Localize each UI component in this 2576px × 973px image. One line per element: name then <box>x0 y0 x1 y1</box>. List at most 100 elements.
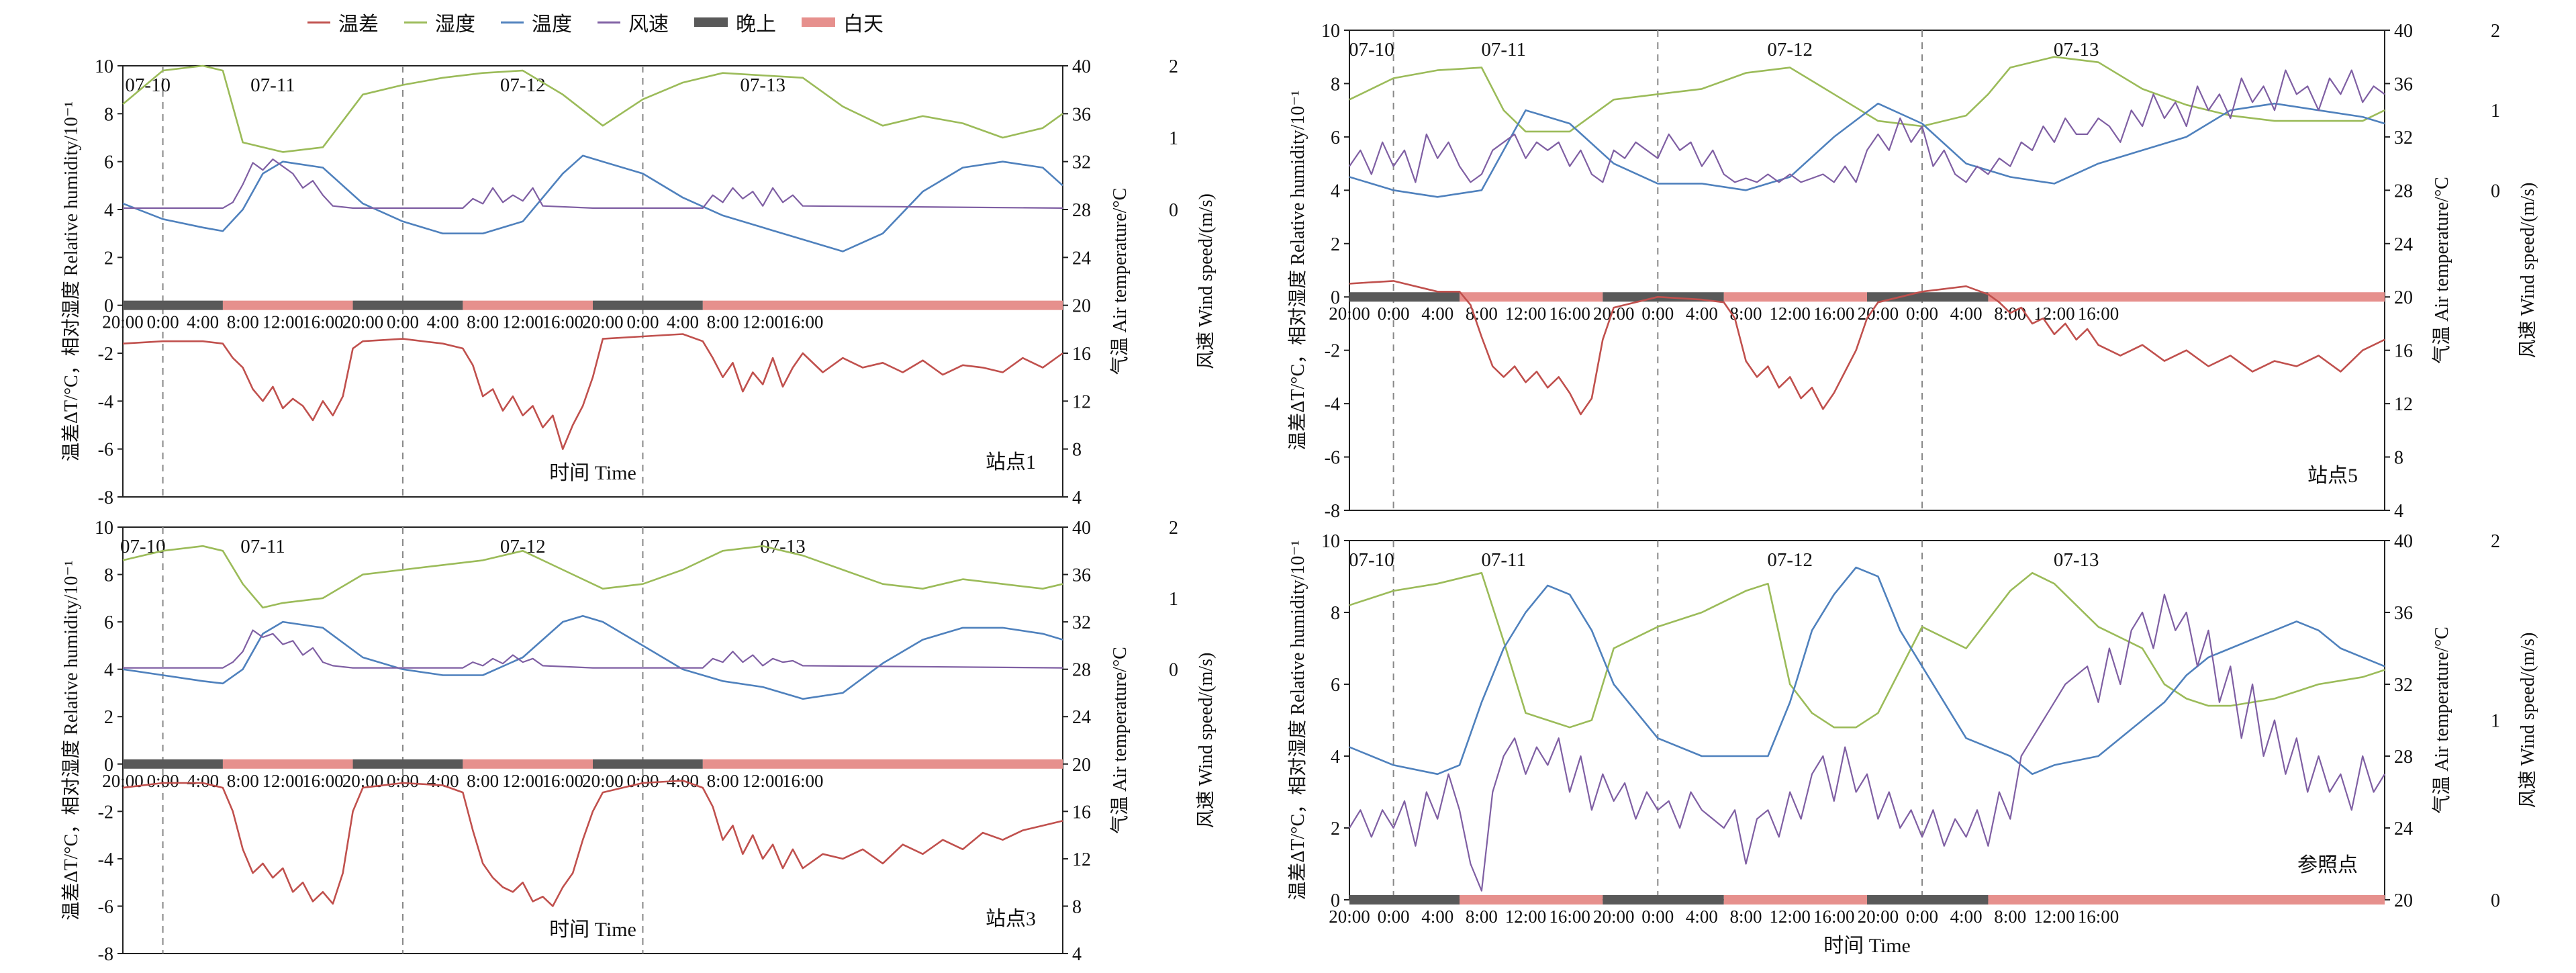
day-label: 07-10 <box>120 536 166 557</box>
left-axis-tick-label: 6 <box>1331 128 1340 148</box>
left-axis-tick-label: -8 <box>98 944 113 965</box>
left-axis-tick-label: 4 <box>1331 181 1340 201</box>
temp-axis-tick-label: 28 <box>2394 747 2413 768</box>
x-tick-label: 12:00 <box>1769 907 1811 927</box>
temp-axis-title: 气温 Air temperature/°C <box>1109 647 1131 834</box>
day-label: 07-12 <box>500 75 546 96</box>
x-tick-label: 4:00 <box>1421 907 1453 927</box>
panel-站点1: -8-6-4-2024681048121620242832364001220:0… <box>60 56 1217 508</box>
left-axis-tick-label: 6 <box>104 152 113 173</box>
wind-axis-title: 风速 Wind speed/(m/s) <box>2518 633 2538 808</box>
day-bar-segment <box>1723 895 1867 905</box>
left-axis-title: 温差ΔT/°C，相对湿度 Relative humidity/10⁻¹ <box>60 560 82 920</box>
wind-axis-tick-label: 0 <box>2491 181 2500 201</box>
day-bar-segment <box>222 300 353 310</box>
temp-axis-tick-label: 40 <box>2394 531 2413 552</box>
x-tick-label: 16:00 <box>542 771 584 791</box>
wind-axis-tick-label: 1 <box>1169 589 1178 610</box>
left-axis-tick-label: 0 <box>1331 890 1340 911</box>
x-tick-label: 0:00 <box>387 771 419 791</box>
day-label: 07-13 <box>2054 549 2099 571</box>
x-tick-label: 4:00 <box>427 771 459 791</box>
legend-item-wind: 风速 <box>598 7 669 37</box>
x-tick-label: 16:00 <box>1549 907 1590 927</box>
day-bar-segment <box>1988 895 2385 905</box>
temp-axis-tick-label: 20 <box>1072 296 1091 317</box>
wind-axis-tick-label: 0 <box>1169 660 1178 681</box>
day-bar-segment <box>702 300 1063 310</box>
day-label: 07-10 <box>125 75 171 96</box>
x-tick-label: 20:00 <box>102 771 144 791</box>
temp-axis-tick-label: 4 <box>1072 488 1082 508</box>
x-tick-label: 20:00 <box>1329 907 1370 927</box>
x-tick-label: 16:00 <box>782 771 824 791</box>
temp-axis-title: 气温 Air temperature/°C <box>2431 627 2452 814</box>
night-bar-segment <box>1603 895 1724 905</box>
series-line-湿度 <box>1349 56 2385 133</box>
left-axis-tick-label: 6 <box>104 612 113 633</box>
series-line-湿度 <box>122 545 1063 609</box>
x-tick-label: 20:00 <box>1593 907 1635 927</box>
temp-axis-tick-label: 24 <box>1072 248 1091 269</box>
night-bar-segment <box>352 759 463 769</box>
temp-axis-tick-label: 8 <box>1072 896 1082 917</box>
x-tick-label: 4:00 <box>1421 304 1453 324</box>
series-line-温度 <box>122 614 1063 700</box>
series-line-温度 <box>122 154 1063 252</box>
x-tick-label: 16:00 <box>1813 907 1855 927</box>
day-label: 07-10 <box>1349 549 1394 571</box>
day-bar-segment <box>463 759 593 769</box>
left-axis-tick-label: -8 <box>98 488 113 508</box>
wind-axis-title: 风速 Wind speed/(m/s) <box>1196 653 1217 829</box>
left-axis-tick-label: 0 <box>104 755 113 776</box>
legend-swatch-temp <box>501 21 524 24</box>
temp-axis-tick-label: 20 <box>2394 890 2413 911</box>
left-axis-tick-label: 8 <box>1331 603 1340 624</box>
temp-axis-tick-label: 16 <box>1072 344 1091 365</box>
wind-axis-tick-label: 1 <box>2491 711 2500 732</box>
left-axis-tick-label: -4 <box>1325 394 1340 415</box>
legend-item-temp: 温度 <box>501 7 572 37</box>
day-bar-segment <box>463 300 593 310</box>
temp-axis-tick-label: 40 <box>2394 21 2413 42</box>
temp-axis-tick-label: 16 <box>2394 341 2413 362</box>
x-tick-label: 4:00 <box>187 312 219 332</box>
x-tick-label: 16:00 <box>302 771 344 791</box>
wind-axis-tick-label: 1 <box>1169 128 1178 149</box>
x-tick-label: 20:00 <box>1858 304 1899 324</box>
station-label: 站点1 <box>986 451 1036 473</box>
x-tick-label: 4:00 <box>187 771 219 791</box>
wind-axis-title: 风速 Wind speed/(m/s) <box>1196 193 1217 369</box>
x-tick-label: 20:00 <box>1593 304 1635 324</box>
x-tick-label: 8:00 <box>707 771 739 791</box>
temp-axis-tick-label: 24 <box>1072 707 1091 728</box>
legend-swatch-day <box>802 17 835 27</box>
x-tick-label: 0:00 <box>1378 304 1410 324</box>
temp-axis-tick-label: 24 <box>2394 234 2413 255</box>
x-tick-label: 8:00 <box>227 312 259 332</box>
left-axis-tick-label: 4 <box>104 200 113 221</box>
temp-axis-tick-label: 12 <box>1072 391 1091 412</box>
plot-frame <box>1349 30 2385 511</box>
left-axis-tick-label: 2 <box>1331 819 1340 839</box>
legend-item-night: 晚上 <box>694 7 776 37</box>
series-line-风速 <box>123 158 1063 209</box>
wind-axis-title: 风速 Wind speed/(m/s) <box>2518 183 2538 359</box>
temp-axis-tick-label: 4 <box>2394 501 2403 522</box>
panel-站点3: -8-6-4-2024681048121620242832364001220:0… <box>60 518 1217 965</box>
series-line-湿度 <box>122 64 1063 153</box>
x-tick-label: 0:00 <box>626 771 659 791</box>
day-label: 07-11 <box>1481 39 1526 60</box>
x-tick-label: 20:00 <box>1858 907 1899 927</box>
x-tick-label: 0:00 <box>1906 907 1938 927</box>
x-tick-label: 16:00 <box>782 312 824 332</box>
legend-label-rh: 湿度 <box>435 13 475 36</box>
temp-axis-tick-label: 36 <box>1072 565 1091 586</box>
x-tick-label: 12:00 <box>1505 304 1547 324</box>
x-tick-label: 12:00 <box>1505 907 1547 927</box>
left-axis-tick-label: -6 <box>98 896 113 917</box>
left-axis-title: 温差ΔT/°C，相对湿度 Relative humidity/10⁻¹ <box>1287 90 1308 450</box>
left-axis-tick-label: -8 <box>1325 501 1340 522</box>
day-label: 07-11 <box>240 536 285 557</box>
series-line-温差 <box>122 333 1063 451</box>
